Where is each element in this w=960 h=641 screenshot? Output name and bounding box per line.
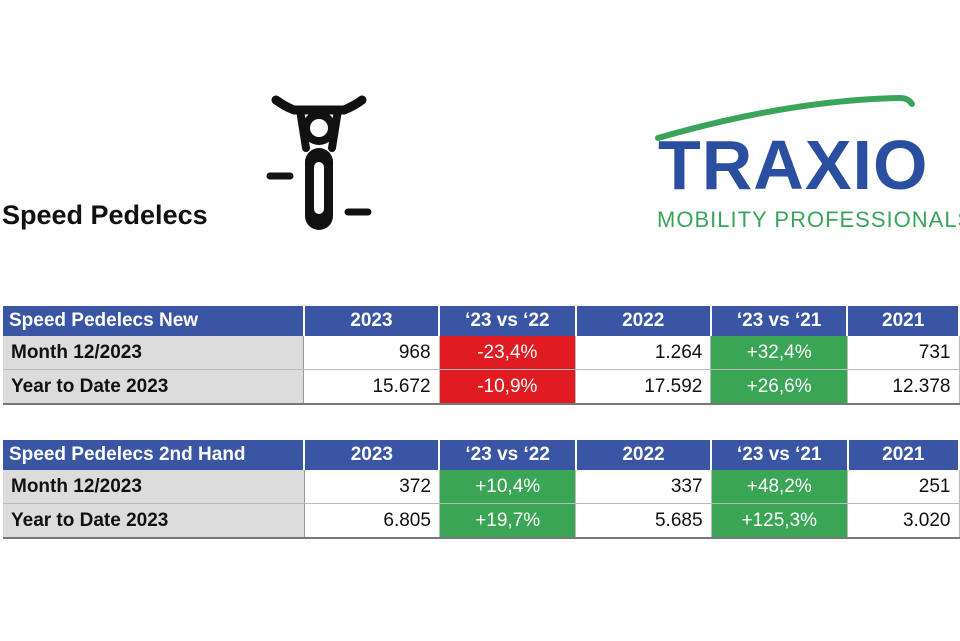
col-header-2021: 2021 — [847, 440, 960, 470]
change-vs21: +26,6% — [710, 369, 848, 405]
table-header-row: Speed Pedelecs 2nd Hand 2023 ‘23 vs ‘22 … — [3, 440, 960, 470]
col-header-2023: 2023 — [304, 440, 441, 470]
value-2023: 968 — [303, 336, 440, 370]
change-vs21: +32,4% — [710, 336, 848, 370]
change-vs22: +19,7% — [439, 503, 577, 539]
logo-wordmark: TRAXIO — [658, 126, 929, 204]
speed-pedelec-icon — [264, 92, 374, 242]
change-vs22: +10,4% — [439, 470, 577, 504]
table-title: Speed Pedelecs New — [3, 306, 305, 336]
table-row: Year to Date 2023 6.805 +19,7% 5.685 +12… — [3, 503, 960, 539]
value-2023: 372 — [304, 470, 440, 504]
change-vs22: -23,4% — [439, 336, 577, 370]
row-label: Year to Date 2023 — [3, 503, 305, 539]
value-2021: 251 — [847, 470, 960, 504]
col-header-vs21: ‘23 vs ‘21 — [710, 306, 849, 336]
col-header-2022: 2022 — [575, 440, 713, 470]
value-2022: 1.264 — [575, 336, 712, 370]
value-2022: 5.685 — [575, 503, 712, 539]
second-hand-sales-table: Speed Pedelecs 2nd Hand 2023 ‘23 vs ‘22 … — [3, 440, 960, 539]
traxio-logo: TRAXIO MOBILITY PROFESSIONALS — [650, 92, 960, 242]
change-vs21: +48,2% — [711, 470, 849, 504]
table-header-row: Speed Pedelecs New 2023 ‘23 vs ‘22 2022 … — [3, 306, 960, 336]
page-title: Speed Pedelecs — [2, 200, 208, 230]
value-2023: 6.805 — [304, 503, 440, 539]
value-2021: 12.378 — [847, 369, 960, 405]
value-2022: 17.592 — [575, 369, 712, 405]
row-label: Month 12/2023 — [3, 470, 305, 504]
change-vs21: +125,3% — [711, 503, 849, 539]
value-2021: 731 — [847, 336, 960, 370]
col-header-vs22: ‘23 vs ‘22 — [439, 440, 577, 470]
logo-tagline: MOBILITY PROFESSIONALS — [657, 207, 960, 232]
col-header-vs21: ‘23 vs ‘21 — [711, 440, 849, 470]
col-header-2021: 2021 — [847, 306, 960, 336]
new-sales-table: Speed Pedelecs New 2023 ‘23 vs ‘22 2022 … — [3, 306, 960, 405]
table-row: Month 12/2023 372 +10,4% 337 +48,2% 251 — [3, 470, 960, 504]
table-row: Month 12/2023 968 -23,4% 1.264 +32,4% 73… — [3, 336, 960, 370]
value-2023: 15.672 — [303, 369, 440, 405]
table-title: Speed Pedelecs 2nd Hand — [3, 440, 306, 470]
row-label: Year to Date 2023 — [3, 369, 305, 405]
col-header-2023: 2023 — [303, 306, 441, 336]
row-label: Month 12/2023 — [3, 336, 305, 370]
value-2022: 337 — [575, 470, 712, 504]
col-header-vs22: ‘23 vs ‘22 — [439, 306, 577, 336]
value-2021: 3.020 — [847, 503, 960, 539]
change-vs22: -10,9% — [439, 369, 577, 405]
col-header-2022: 2022 — [575, 306, 712, 336]
table-row: Year to Date 2023 15.672 -10,9% 17.592 +… — [3, 369, 960, 405]
